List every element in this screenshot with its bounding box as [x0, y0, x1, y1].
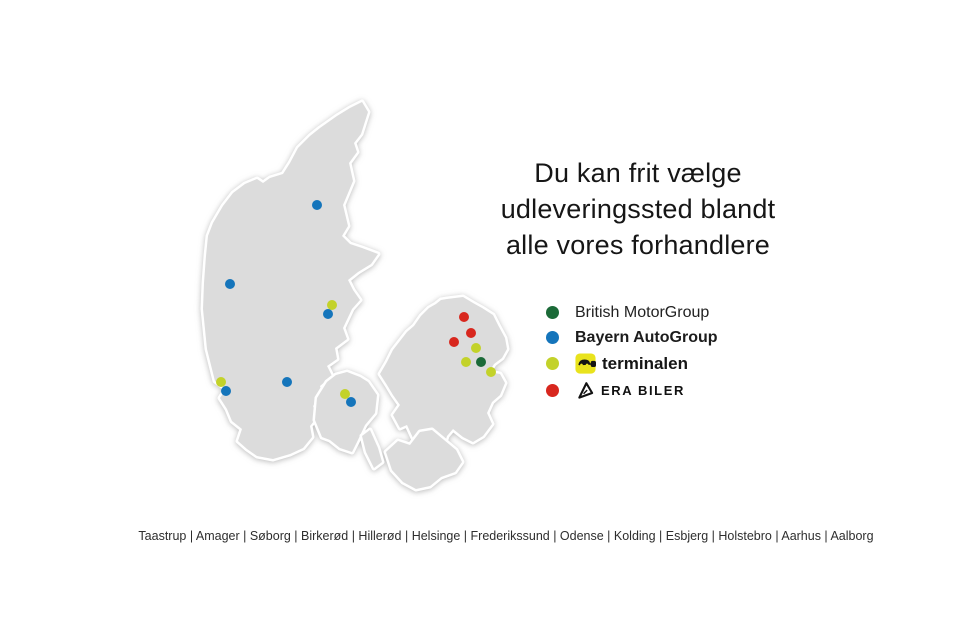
dealer-dot	[346, 397, 356, 407]
dealer-dots-layer	[216, 200, 496, 407]
terminalen-dot-icon	[546, 357, 559, 370]
terminalen-car-logo-icon	[575, 353, 596, 374]
headline-line-3: alle vores forhandlere	[505, 230, 771, 260]
dealer-dot	[459, 312, 469, 322]
dealer-dot	[486, 367, 496, 377]
legend-item-terminalen: terminalen	[546, 350, 718, 377]
legend-item-era-biler: ERA BILER	[546, 377, 718, 404]
dealer-dot	[221, 386, 231, 396]
map-region-funen	[312, 369, 380, 455]
dealer-legend: British MotorGroup Bayern AutoGroup term…	[546, 300, 718, 404]
british-motorgroup-dot-icon	[546, 306, 559, 319]
city-list: Taastrup | Amager | Søborg | Birkerød | …	[138, 529, 874, 543]
map-region-lolland-falster	[383, 427, 465, 492]
map-region-jutland	[200, 99, 381, 462]
legend-item-british-motorgroup: British MotorGroup	[546, 300, 718, 325]
bayern-autogroup-dot-icon	[546, 331, 559, 344]
dealer-dot	[476, 357, 486, 367]
dealer-dot	[312, 200, 322, 210]
dealer-dot	[327, 300, 337, 310]
dealer-dot	[471, 343, 481, 353]
legend-label: terminalen	[602, 353, 688, 373]
dealer-dot	[323, 309, 333, 319]
dealer-dot	[340, 389, 350, 399]
era-biler-dot-icon	[546, 384, 559, 397]
legend-label: Bayern AutoGroup	[575, 328, 718, 346]
dealer-dot	[466, 328, 476, 338]
map-region-langeland	[359, 427, 385, 471]
dealer-dot	[449, 337, 459, 347]
headline-line-1: Du kan frit vælge	[534, 158, 742, 188]
dealer-dot	[216, 377, 226, 387]
era-biler-triangle-logo-icon	[578, 382, 594, 399]
dealer-dot	[225, 279, 235, 289]
legend-item-bayern-autogroup: Bayern AutoGroup	[546, 325, 718, 350]
dealer-dot	[461, 357, 471, 367]
headline-line-2: udleveringssted blandt	[500, 194, 776, 224]
dealer-dot	[282, 377, 292, 387]
legend-label: ERA BILER	[601, 383, 685, 398]
map-region-zealand	[377, 294, 510, 456]
map-land-group	[200, 99, 510, 492]
headline: Du kan frit vælge udleveringssted blandt…	[462, 155, 814, 263]
legend-label: British MotorGroup	[575, 303, 710, 321]
